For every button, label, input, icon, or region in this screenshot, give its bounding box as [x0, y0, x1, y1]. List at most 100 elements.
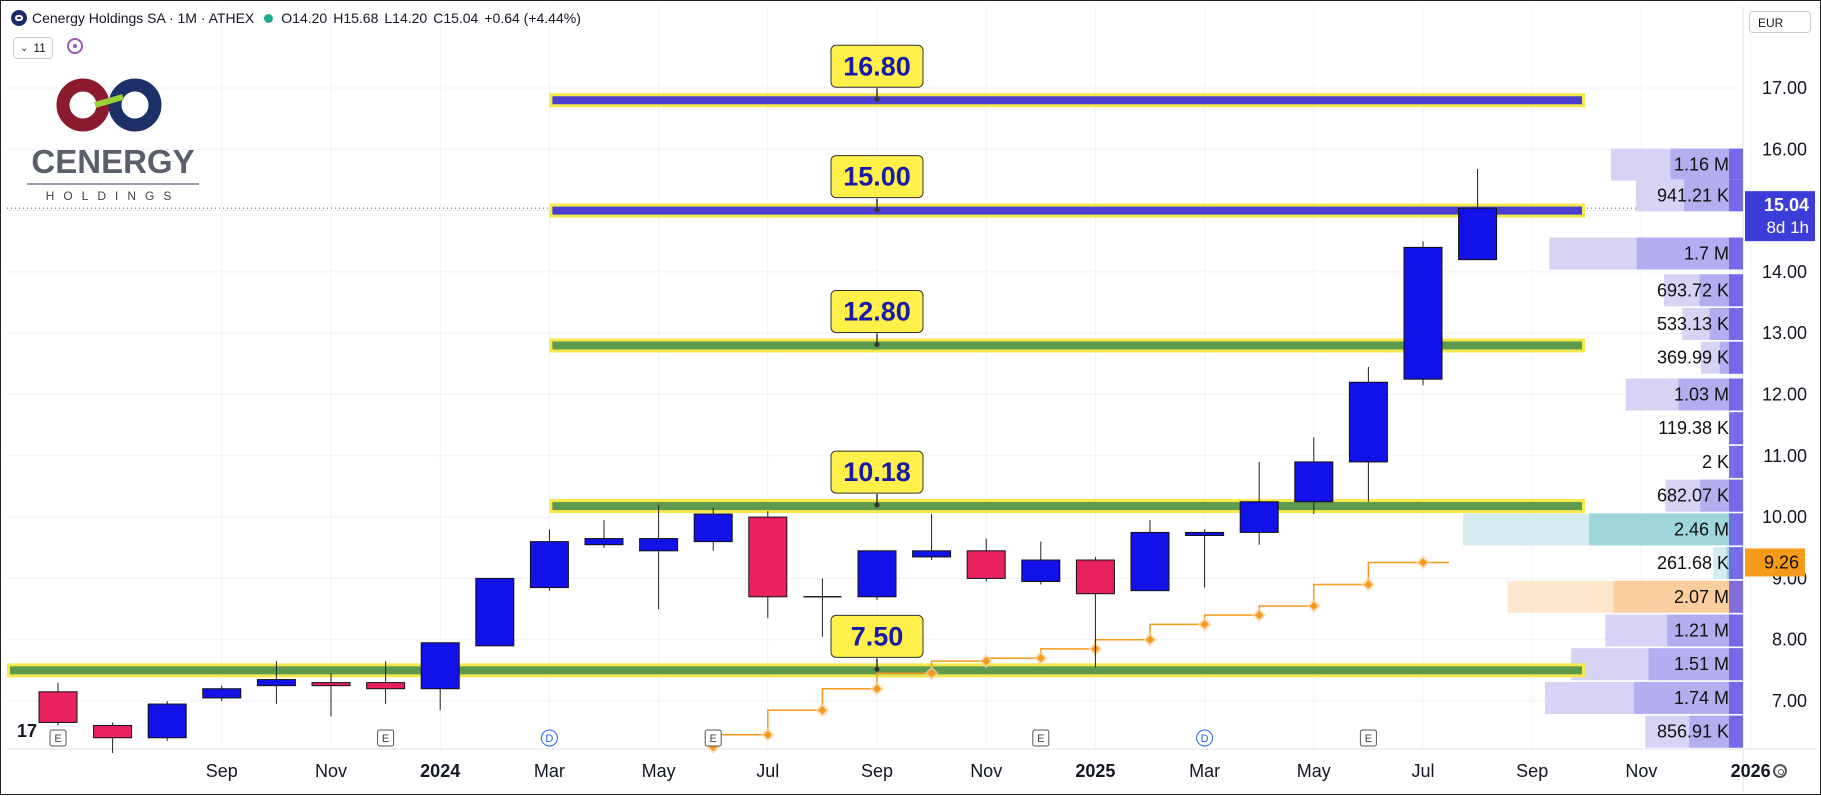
- level-band: [552, 341, 1582, 350]
- price-axis-tick: 10.00: [1762, 507, 1807, 527]
- trend-point: [872, 684, 882, 693]
- level-label: 10.18: [843, 457, 911, 487]
- chevron-down-icon: ⌄: [20, 42, 29, 54]
- volume-profile-bar-edge: [1729, 274, 1743, 307]
- time-axis-tick: Nov: [1625, 761, 1657, 781]
- volume-profile-label: 2.46 M: [1674, 519, 1729, 539]
- volume-profile-label: 369.99 K: [1657, 348, 1729, 368]
- settings-gear-icon[interactable]: [1773, 764, 1787, 778]
- volume-profile-bar-edge: [1729, 547, 1743, 580]
- price-axis-tick: 16.00: [1762, 139, 1807, 159]
- candle-body: [366, 682, 406, 690]
- level-anchor: [874, 207, 880, 213]
- event-marker-label: E: [710, 733, 717, 745]
- symbol-header: Cenergy Holdings SA · 1M · ATHEX O14.20 …: [11, 7, 581, 29]
- level-band: [552, 206, 1582, 215]
- volume-profile-bar-core: [1636, 237, 1743, 270]
- trend-point: [1254, 610, 1264, 620]
- candle-body: [93, 725, 133, 739]
- candle-2024-09: [693, 507, 733, 551]
- trend-point: [1309, 601, 1319, 611]
- volume-profile-label: 261.68 K: [1657, 553, 1729, 573]
- candle-2024-01: [256, 661, 296, 705]
- level-label: 12.80: [843, 296, 911, 326]
- logo-subtitle: HOLDINGS: [45, 189, 181, 203]
- event-marker-label: D: [1201, 733, 1209, 745]
- level-anchor: [874, 666, 880, 672]
- candle-2025-11: [1458, 168, 1498, 261]
- time-axis-tick: Sep: [1516, 761, 1548, 781]
- candle-body: [1185, 531, 1225, 536]
- ohlc-high: H15.68: [333, 10, 379, 26]
- candle-body: [1021, 559, 1061, 582]
- symbol-logo-icon: [11, 10, 27, 26]
- candle-body: [1458, 207, 1498, 261]
- refresh-icon[interactable]: [67, 38, 83, 54]
- earnings-marker: [49, 729, 67, 747]
- level-label-box: [830, 155, 924, 199]
- poc-price-box: [1745, 548, 1805, 577]
- level-12-80: 12.80: [549, 289, 1585, 353]
- candle-2025-01: [912, 514, 952, 561]
- tradingview-logo-icon[interactable]: 17: [17, 721, 38, 741]
- volume-profile-bar-edge: [1729, 179, 1743, 212]
- volume-profile-bar-edge: [1729, 237, 1743, 270]
- time-axis-tick: Mar: [1189, 761, 1220, 781]
- candle-2025-07: [1239, 461, 1279, 545]
- logo-mark-icon: [56, 78, 162, 132]
- current-price-countdown: 8d 1h: [1766, 218, 1809, 237]
- earnings-marker: [377, 729, 395, 747]
- level-10-18: 10.18: [549, 450, 1585, 514]
- candle-2023-12: [202, 685, 242, 701]
- currency-button[interactable]: EUR: [1749, 11, 1811, 33]
- volume-profile-label: 856.91 K: [1657, 722, 1729, 742]
- candle-body: [1239, 501, 1279, 533]
- candle-body: [912, 550, 952, 558]
- volume-profile-label: 533.13 K: [1657, 314, 1729, 334]
- level-label-box: [830, 289, 924, 333]
- ohlc-low: L14.20: [384, 10, 428, 26]
- trend-point: [1036, 653, 1046, 663]
- volume-profile-bar-edge: [1729, 715, 1743, 748]
- volume-profile-label: 1.51 M: [1674, 654, 1729, 674]
- candle-2025-05: [1130, 520, 1170, 592]
- volume-profile-bar-edge: [1729, 580, 1743, 613]
- volume-profile-bar-edge: [1729, 412, 1743, 445]
- volume-profile-bar-edge: [1729, 479, 1743, 512]
- dividend-marker: [1196, 729, 1214, 747]
- level-7-50: 7.50: [7, 614, 1585, 678]
- trend-line: [712, 561, 1449, 747]
- time-axis-tick: 2026: [1731, 761, 1771, 781]
- price-axis-tick: 8.00: [1772, 630, 1807, 650]
- volume-profile-bar-edge: [1729, 681, 1743, 714]
- level-label-box: [830, 450, 924, 494]
- ohlc-change: +0.64 (+4.44%): [484, 10, 581, 26]
- company-logo: CENERGY HOLDINGS: [21, 71, 201, 211]
- price-axis-tick: 17.00: [1762, 78, 1807, 98]
- volume-profile-label: 1.74 M: [1674, 688, 1729, 708]
- level-label-box: [830, 44, 924, 88]
- price-axis-tick: 14.00: [1762, 262, 1807, 282]
- candle-2024-04: [420, 642, 460, 711]
- current-price-box: [1745, 191, 1815, 242]
- candle-2024-08: [639, 504, 679, 610]
- volume-profile-bar-core: [1589, 513, 1743, 546]
- candle-2025-08: [1294, 437, 1334, 515]
- candle-2024-06: [529, 529, 569, 591]
- candle-2024-02: [311, 673, 351, 717]
- level-label: 7.50: [851, 621, 904, 651]
- level-band: [552, 502, 1582, 511]
- price-axis-tick: 11.00: [1763, 446, 1807, 466]
- volume-profile-label: 693.72 K: [1657, 280, 1729, 300]
- candle-body: [1403, 246, 1443, 380]
- indicators-toggle-button[interactable]: ⌄ 11: [13, 37, 53, 59]
- time-axis-tick: Nov: [970, 761, 1002, 781]
- symbol-title[interactable]: Cenergy Holdings SA · 1M · ATHEX: [32, 10, 255, 26]
- trend-point: [927, 669, 936, 678]
- current-price-value: 15.04: [1764, 195, 1809, 215]
- candle-2025-04: [1075, 556, 1115, 668]
- volume-profile-label: 1.16 M: [1674, 155, 1729, 175]
- candle-2023-10: [93, 722, 133, 754]
